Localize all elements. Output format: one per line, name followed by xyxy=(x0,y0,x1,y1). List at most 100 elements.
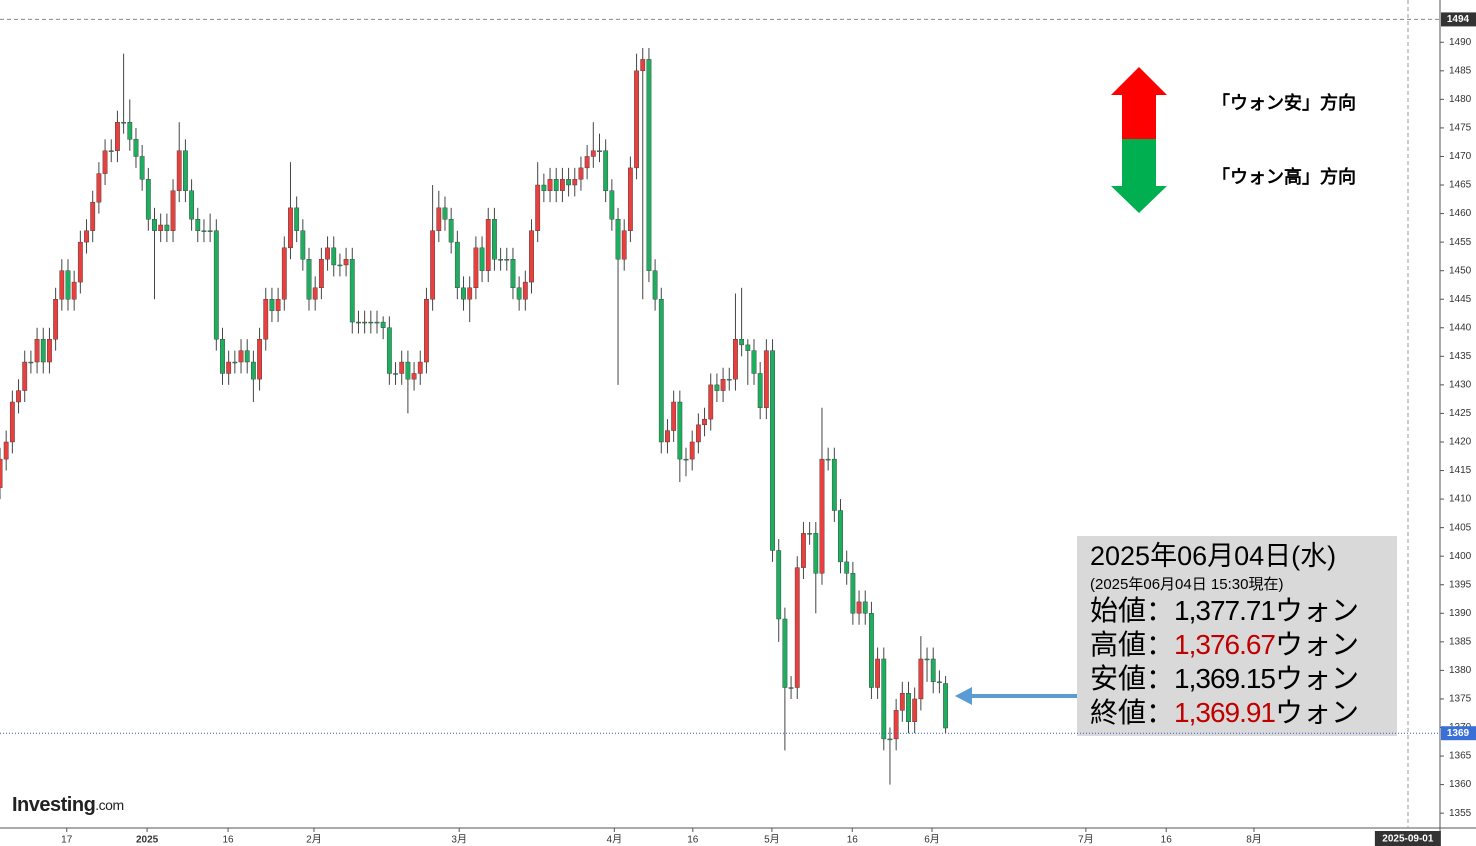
candle-body xyxy=(139,156,145,180)
candle-body xyxy=(627,167,633,231)
candle-body xyxy=(566,179,571,186)
candle-body xyxy=(374,321,380,324)
candle-body xyxy=(176,150,182,191)
candle-body xyxy=(899,693,905,711)
candle-body xyxy=(65,270,71,300)
candle-body xyxy=(936,681,942,684)
candle-body xyxy=(436,207,442,231)
candle-body xyxy=(47,338,52,363)
candle-body xyxy=(875,658,880,688)
candle-body xyxy=(220,338,225,374)
candle-body xyxy=(368,321,374,324)
x-tick-label: 2月 xyxy=(306,834,322,846)
candle-body xyxy=(294,207,300,231)
candle-body xyxy=(479,247,485,271)
candle-body xyxy=(362,321,368,324)
candle-body xyxy=(930,658,936,683)
y-tick-label: 1465 xyxy=(1449,180,1472,191)
y-tick-label: 1460 xyxy=(1449,208,1472,219)
info-label: 高値： xyxy=(1090,629,1174,660)
candle-body xyxy=(300,230,306,260)
candle-body xyxy=(16,390,21,403)
candle-body xyxy=(831,458,837,511)
candle-body xyxy=(0,458,3,488)
candle-body xyxy=(281,247,287,300)
candle-body xyxy=(145,179,151,220)
info-value: 1,377.71 xyxy=(1174,595,1275,626)
x-tick-label: 5月 xyxy=(764,834,780,846)
y-tick-label: 1445 xyxy=(1449,294,1472,305)
candle-body xyxy=(838,510,843,563)
candle-body xyxy=(757,373,763,408)
y-tick-label: 1390 xyxy=(1449,608,1472,619)
candle-body xyxy=(28,361,34,364)
x-tick-label: 4月 xyxy=(607,834,623,846)
legend-up: 「ウォン安」方向 xyxy=(1212,92,1356,113)
candle-body xyxy=(164,224,170,231)
up-arrow xyxy=(1111,67,1167,139)
candle-body xyxy=(510,259,516,289)
candle-body xyxy=(318,259,324,289)
candle-body xyxy=(720,378,726,391)
y-tick-label: 1375 xyxy=(1449,694,1472,705)
candle-body xyxy=(183,150,188,191)
candle-body xyxy=(862,601,868,614)
candle-body xyxy=(560,179,565,191)
candle-body xyxy=(708,384,714,420)
x-tick-label: 16 xyxy=(1161,835,1173,846)
candle-body xyxy=(40,338,46,363)
candle-body xyxy=(53,299,59,340)
legend-down: 「ウォン高」方向 xyxy=(1212,166,1356,187)
candle-body xyxy=(590,150,596,157)
y-tick-label: 1380 xyxy=(1449,665,1472,676)
candle-body xyxy=(59,270,65,300)
candle-body xyxy=(102,150,108,174)
down-arrow xyxy=(1111,139,1167,213)
x-tick-label: 8月 xyxy=(1246,834,1262,846)
candle-body xyxy=(856,601,862,614)
candle-body xyxy=(275,299,281,311)
candle-body xyxy=(84,230,89,243)
candle-body xyxy=(887,738,893,741)
candle-body xyxy=(881,658,887,740)
info-label: 始値： xyxy=(1090,595,1174,626)
candle-body xyxy=(906,693,911,722)
candle-body xyxy=(498,259,504,261)
candle-body xyxy=(671,401,677,431)
candle-body xyxy=(467,287,473,300)
candle-body xyxy=(621,230,627,260)
candle-body xyxy=(306,259,312,300)
y-tick-label: 1470 xyxy=(1449,151,1472,162)
candle-body xyxy=(689,441,695,460)
y-tick-label: 1395 xyxy=(1449,579,1472,590)
candle-body xyxy=(152,219,157,231)
candle-body xyxy=(22,361,28,391)
candle-body xyxy=(473,247,479,289)
x-tick-label: 16 xyxy=(847,835,859,846)
candle-body xyxy=(411,373,417,380)
candle-body xyxy=(461,287,466,300)
info-unit: ウォン xyxy=(1275,595,1359,626)
candle-body xyxy=(683,458,689,461)
candle-body xyxy=(584,156,590,169)
candle-body xyxy=(257,338,262,380)
top-marker-label: 1494 xyxy=(1447,14,1470,25)
candle-body xyxy=(250,361,256,380)
y-tick-label: 1475 xyxy=(1449,123,1472,134)
logo-suffix: .com xyxy=(95,797,123,813)
candle-body xyxy=(244,350,250,363)
candle-body xyxy=(770,350,775,551)
candle-body xyxy=(516,287,522,300)
candle-body xyxy=(312,287,318,300)
y-tick-label: 1430 xyxy=(1449,380,1472,391)
candle-body xyxy=(442,207,448,220)
candle-body xyxy=(238,350,244,363)
candle-body xyxy=(702,418,707,426)
candle-body xyxy=(121,122,127,124)
candle-body xyxy=(399,361,405,374)
candle-body xyxy=(9,401,15,443)
x-tick-label: 17 xyxy=(61,835,73,846)
candle-body xyxy=(807,533,813,535)
candle-body xyxy=(77,241,83,283)
